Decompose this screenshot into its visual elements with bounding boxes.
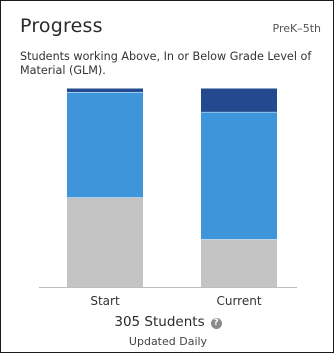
bar-start-below[interactable] xyxy=(67,197,143,287)
info-icon[interactable]: ? xyxy=(210,318,222,329)
student-count: 305 Students xyxy=(114,314,205,330)
x-tick-label: Current xyxy=(216,294,261,308)
chart-description: Students working Above, In or Below Grad… xyxy=(20,50,312,77)
x-tick-label: Start xyxy=(90,294,120,308)
bar-start-in[interactable] xyxy=(67,91,143,198)
bar-current-in[interactable] xyxy=(201,111,277,240)
grade-range: PreK–5th xyxy=(272,22,322,35)
bar-current-above[interactable] xyxy=(201,88,277,112)
student-count-line: 305 Students? xyxy=(1,314,334,330)
card-title: Progress xyxy=(20,15,103,37)
bar-current-below[interactable] xyxy=(201,239,277,287)
updated-label: Updated Daily xyxy=(128,335,208,348)
stacked-bar-chart: Start Current xyxy=(39,87,297,308)
bar-start-above[interactable] xyxy=(67,88,143,92)
